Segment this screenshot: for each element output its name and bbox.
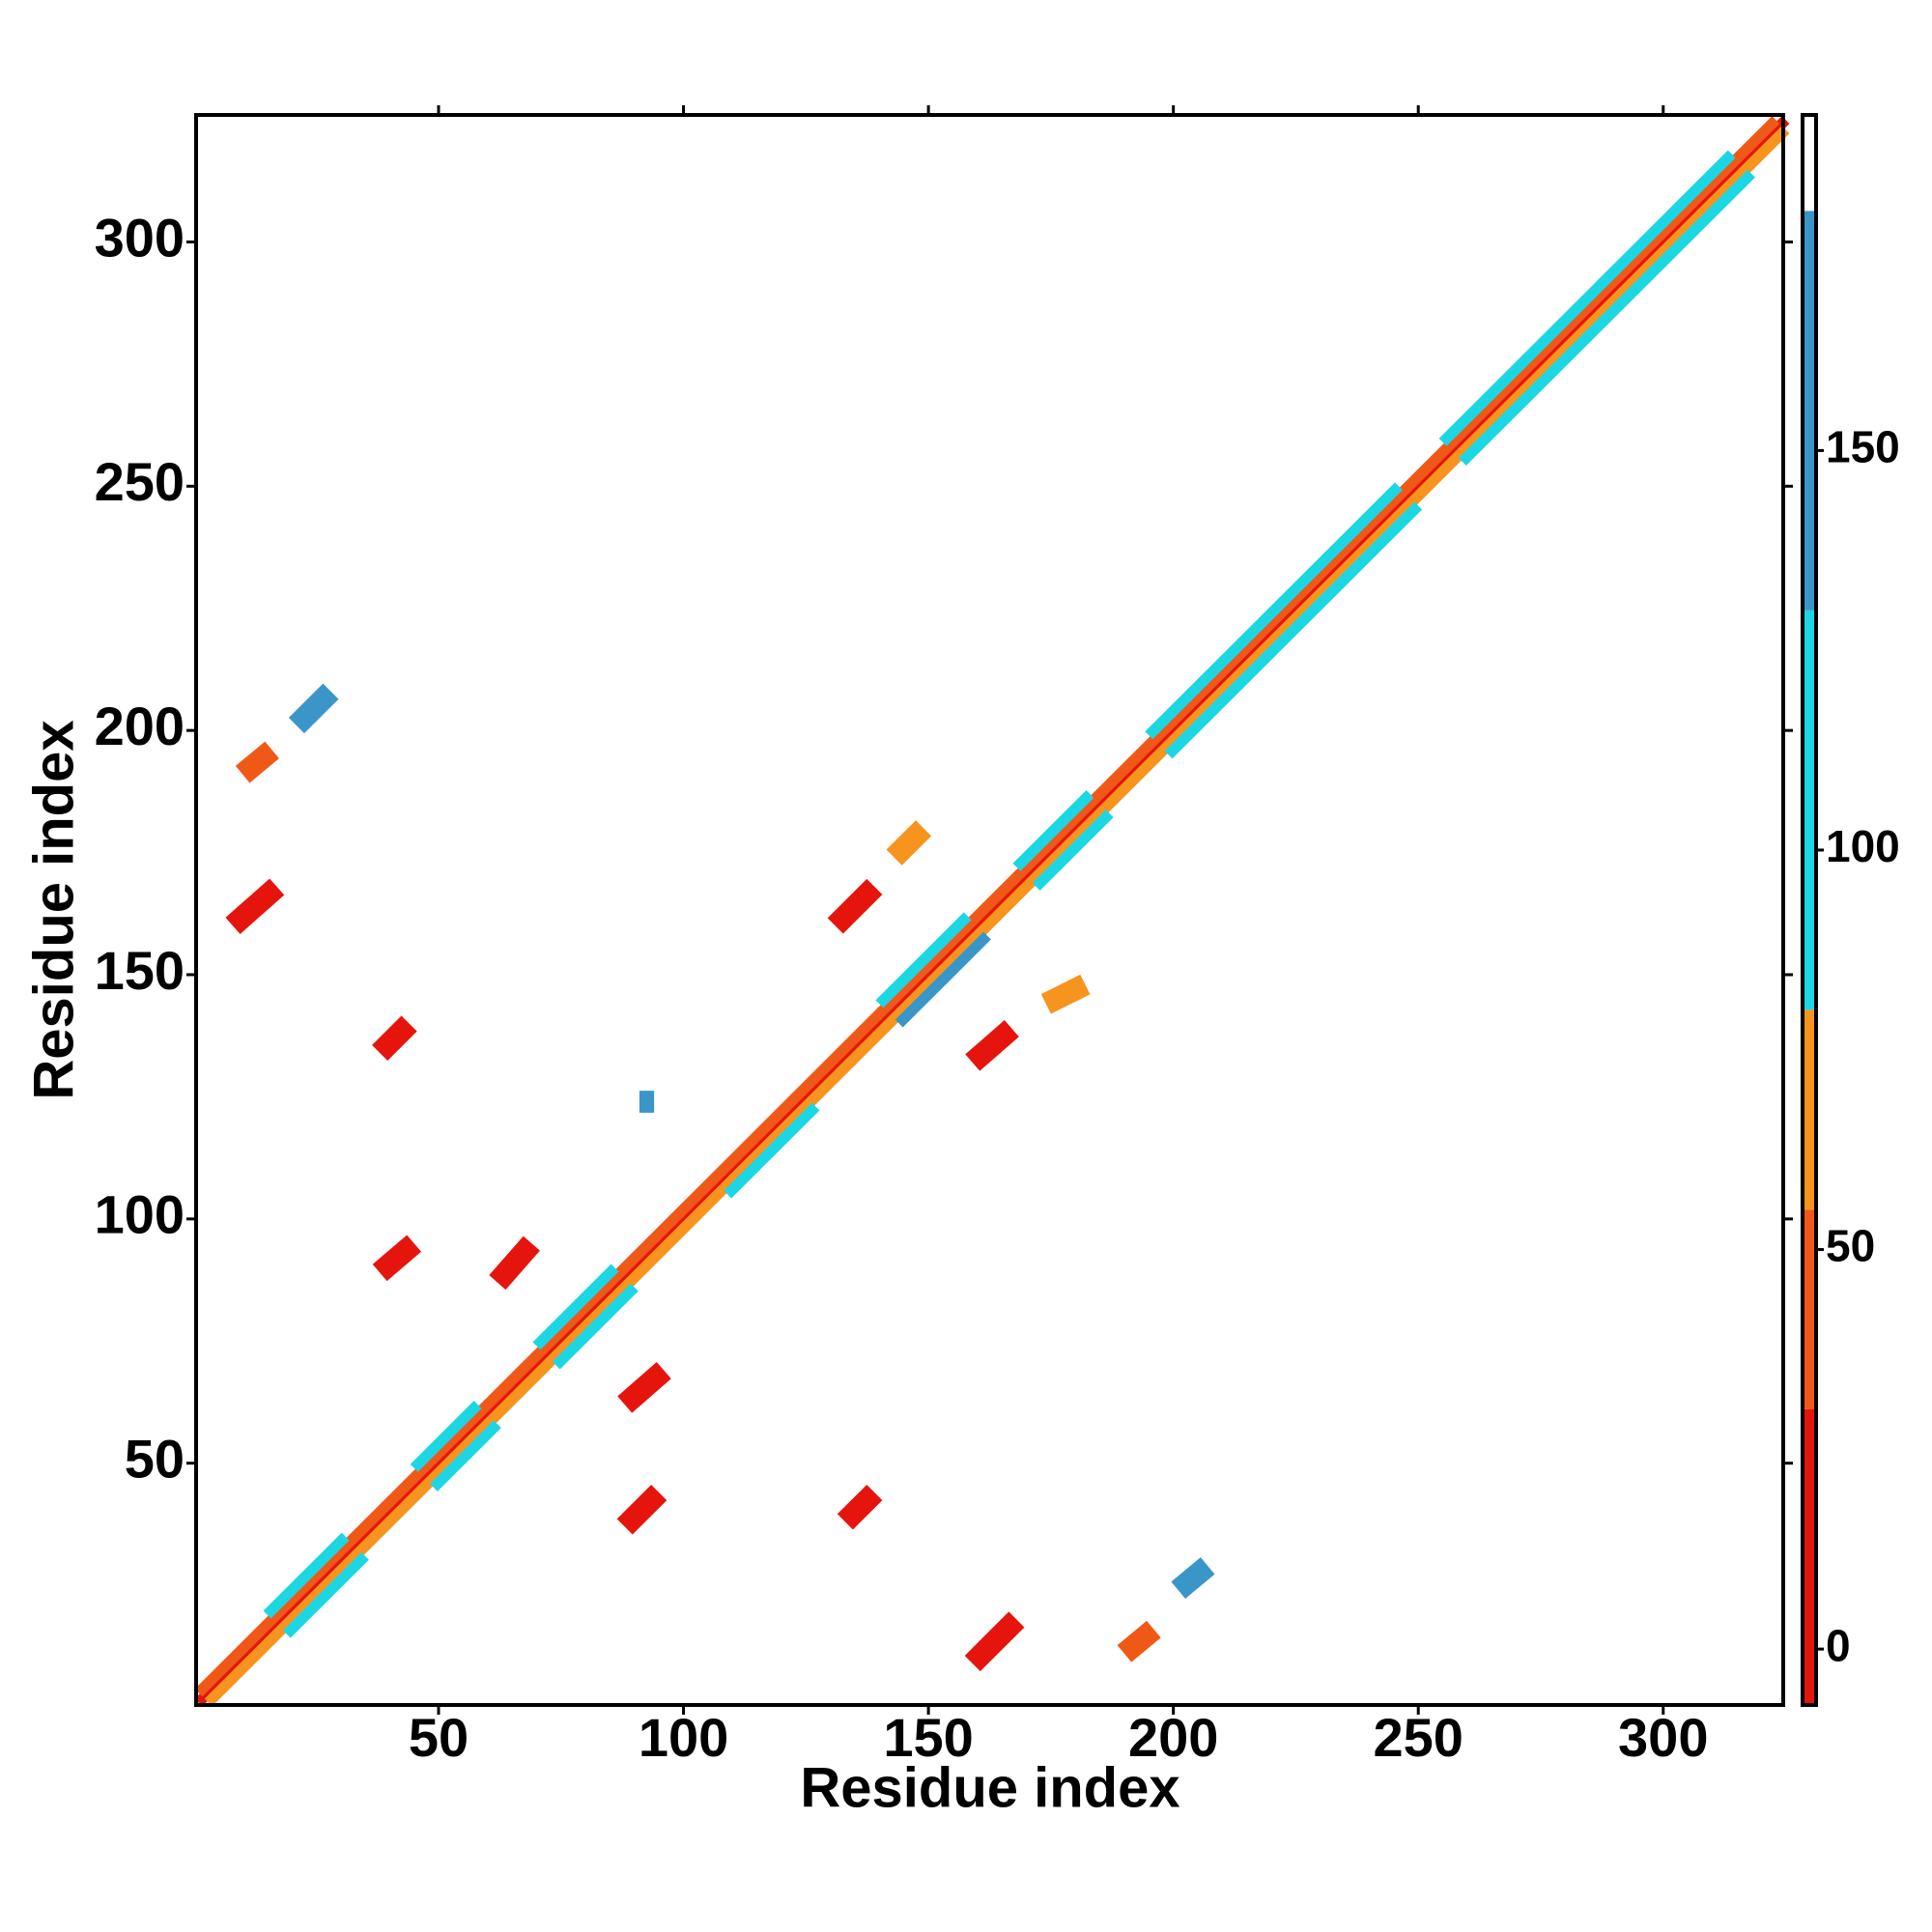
colorbar-segment <box>1803 1009 1816 1210</box>
colorbar-tick-label: 50 <box>1826 1221 1875 1271</box>
contact-strand <box>965 1020 1019 1071</box>
contact-strand <box>1164 501 1423 759</box>
contact-strand <box>1438 150 1736 446</box>
y-tick-label: 300 <box>95 207 185 268</box>
contact-strand <box>1458 169 1755 466</box>
contact-strand <box>1012 789 1094 871</box>
contact-strand <box>1040 974 1091 1014</box>
y-tick-label: 250 <box>95 451 185 512</box>
contact-strand <box>235 741 279 783</box>
contact-strand <box>263 1532 350 1619</box>
colorbar-tick-label: 150 <box>1826 422 1900 472</box>
plot-frame <box>194 113 1785 1707</box>
colorbar-frame <box>1801 113 1818 1707</box>
contact-strand <box>616 1484 668 1535</box>
contact-strand <box>617 1362 671 1413</box>
contact-strand <box>225 878 285 934</box>
x-tick-label: 100 <box>639 1707 728 1768</box>
contact-strand <box>194 116 1780 1697</box>
x-tick-label: 50 <box>409 1707 469 1768</box>
contact-strand <box>837 1484 883 1530</box>
y-tick-label: 50 <box>125 1428 185 1489</box>
colorbar-tick-label: 100 <box>1826 821 1900 871</box>
contact-strand <box>1145 482 1403 740</box>
y-axis-title: Residue index <box>22 720 85 1099</box>
contact-strand <box>282 1551 369 1638</box>
y-tick-label: 150 <box>95 940 185 1001</box>
contact-strand <box>875 912 972 1009</box>
y-tick-label: 200 <box>95 696 185 756</box>
contact-strand <box>1117 1620 1161 1662</box>
contact-strand <box>372 1015 417 1061</box>
x-axis-title: Residue index <box>800 1756 1179 1819</box>
contact-strand <box>886 820 932 866</box>
contact-strand <box>288 683 339 734</box>
contact-strand <box>204 126 1790 1707</box>
contact-strand <box>552 1283 639 1370</box>
contact-strand <box>489 1236 540 1291</box>
contact-strand <box>410 1401 482 1472</box>
contact-strand <box>724 1102 820 1199</box>
contact-strand <box>1171 1557 1215 1599</box>
contact-strand <box>964 1611 1025 1672</box>
contact-strand <box>827 878 883 934</box>
colorbar-segment <box>1803 1408 1816 1705</box>
contact-strand <box>194 116 1790 1707</box>
x-tick-label: 150 <box>883 1707 973 1768</box>
contact-strand <box>372 1235 422 1282</box>
x-tick-label: 300 <box>1618 1707 1708 1768</box>
colorbar-segment <box>1803 211 1816 611</box>
y-tick-label: 100 <box>95 1184 185 1245</box>
colorbar-segment <box>1803 115 1816 212</box>
colorbar-segment <box>1803 1209 1816 1409</box>
contact-strand <box>532 1264 619 1350</box>
colorbar-tick-label: 0 <box>1826 1620 1851 1670</box>
contact-strand <box>1032 810 1114 891</box>
x-tick-label: 250 <box>1373 1707 1463 1768</box>
colorbar-segment <box>1803 610 1816 1010</box>
x-tick-label: 200 <box>1128 1707 1218 1768</box>
contact-strand <box>895 931 991 1028</box>
contact-strand <box>430 1420 501 1492</box>
